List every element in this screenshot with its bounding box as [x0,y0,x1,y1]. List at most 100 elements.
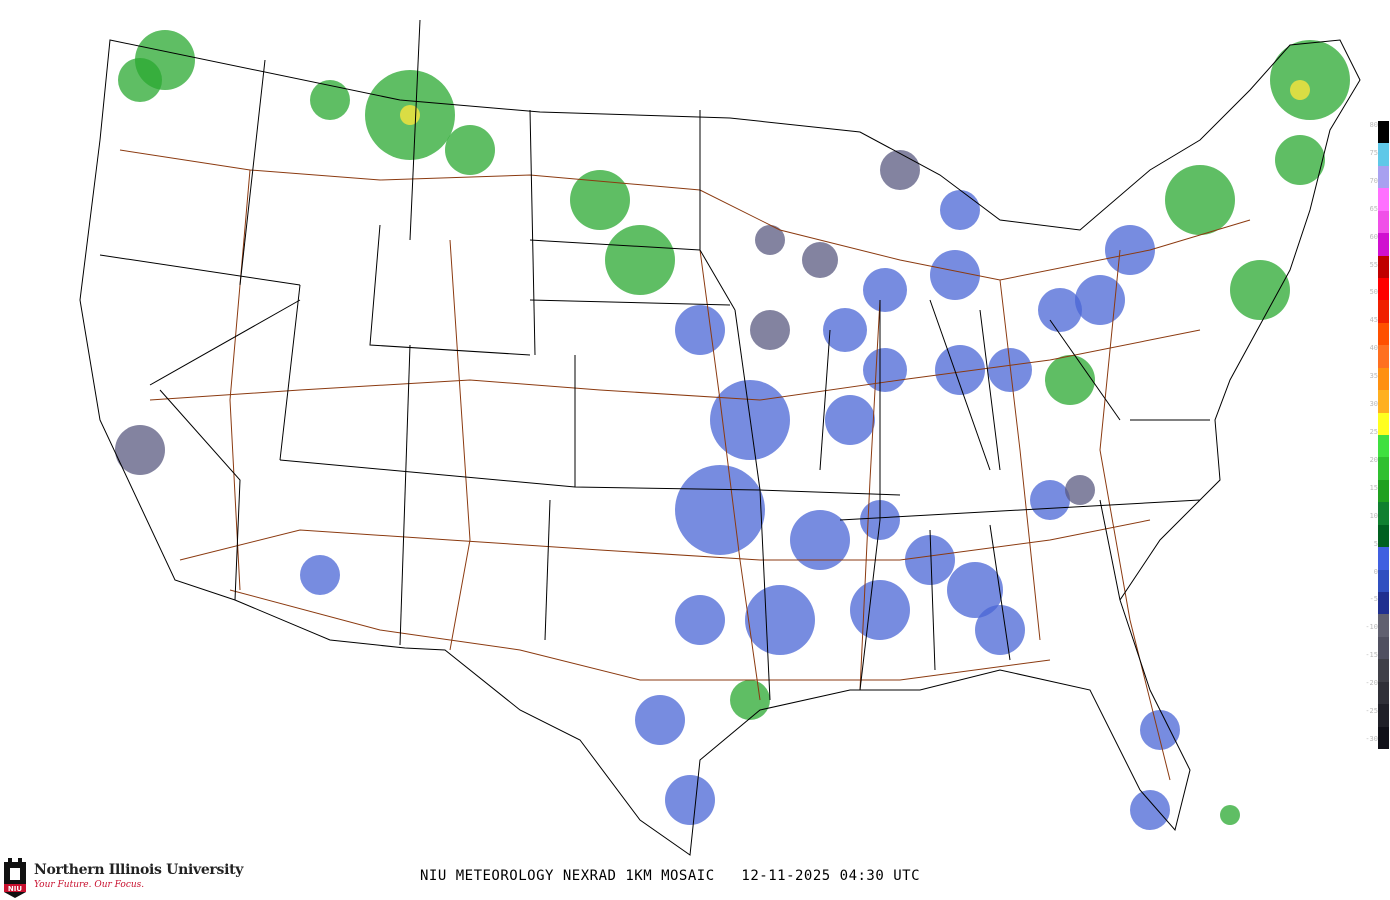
radar-echo [863,268,907,312]
scale-color-step [1378,188,1389,212]
radar-echo [1030,480,1070,520]
scale-label: -10 [1365,623,1378,632]
highway [1099,249,1171,781]
scale-color-step [1378,121,1389,144]
radar-echo [300,555,340,595]
scale-label: 5 [1373,539,1378,548]
radar-echoes [115,30,1350,830]
scale-label: 65 [1369,204,1378,213]
scale-label: 70 [1369,176,1378,185]
radar-echo [1065,475,1095,505]
highway [149,329,1201,401]
scale-label: -5 [1369,595,1378,604]
scale-label: -15 [1365,651,1378,660]
scale-color-step [1378,278,1389,301]
scale-label: 40 [1369,344,1378,353]
niu-logo: NIU Northern Illinois University Your Fu… [2,856,244,898]
radar-echo [1038,288,1082,332]
scale-label: 35 [1369,372,1378,381]
radar-echo [1105,225,1155,275]
radar-echo [750,310,790,350]
radar-echo [802,242,838,278]
scale-color-step [1378,524,1389,548]
state-line [759,489,901,496]
state-line [1099,499,1121,601]
radar-echo [1140,710,1180,750]
state-line [99,254,301,286]
state-line [819,329,831,471]
state-line [529,239,701,251]
scale-color-step [1378,300,1389,324]
scale-label: -25 [1365,707,1378,716]
highway [179,519,1151,561]
radar-echo [445,125,495,175]
scale-label: 75 [1369,148,1378,157]
scale-label: -30 [1365,735,1378,743]
dbz-color-scale: 80 75 70 65 60 55 50 45 40 35 30 25 20 15 10 5 0 -5 -10 -15… [1364,121,1390,750]
scale-color-step [1378,233,1389,257]
radar-echo [823,308,867,352]
scale-color-step [1378,614,1389,638]
university-name: Northern Illinois University [34,862,244,878]
radar-echo [947,562,1003,618]
state-line [529,299,731,306]
state-line [149,299,301,386]
scale-color-step [1378,592,1389,615]
scale-color-step [1378,726,1389,750]
scale-label: 80 [1369,121,1378,129]
state-line [839,499,1201,521]
state-line [929,299,991,471]
scale-label: 10 [1369,511,1378,520]
scale-label: 45 [1369,316,1378,325]
highway [999,279,1041,641]
radar-echo [1270,40,1350,120]
state-line [574,355,761,491]
radar-echo [930,250,980,300]
radar-echo [975,605,1025,655]
state-line [279,284,301,461]
scale-color-step [1378,547,1389,571]
scale-color-step [1378,345,1389,369]
scale-color-step [1378,479,1389,503]
scale-color-step [1378,704,1389,728]
state-line [399,344,411,646]
state-line [979,309,1001,471]
scale-label: 15 [1369,483,1378,492]
scale-color-step [1378,210,1389,234]
state-line [929,529,936,671]
scale-color-step [1378,143,1389,167]
highway [449,239,471,651]
radar-echo [1165,165,1235,235]
state-line [989,524,1011,661]
map-title: NIU METEOROLOGY NEXRAD 1KM MOSAIC 12-11-… [420,868,921,884]
state-line [279,459,576,488]
scale-label: 60 [1369,232,1378,241]
radar-echo [1290,80,1310,100]
scale-color-step [1378,322,1389,346]
scale-color-step [1378,367,1389,391]
radar-echo [1130,790,1170,830]
scale-label: 50 [1369,288,1378,297]
radar-echo [988,348,1032,392]
scale-color-step [1378,659,1389,683]
state-line [544,499,551,641]
radar-echo [1075,275,1125,325]
us-border [79,39,1361,856]
radar-echo [935,345,985,395]
scale-color-step [1378,435,1389,458]
radar-echo [940,190,980,230]
radar-echo [635,695,685,745]
radar-echo [880,150,920,190]
scale-color-step [1378,502,1389,526]
radar-echo [675,595,725,645]
state-line [409,19,421,241]
radar-echo [1220,805,1240,825]
radar-echo [675,465,765,555]
state-line [859,519,881,691]
scale-color-step [1378,457,1389,481]
radar-echo [118,58,162,102]
state-line [759,489,771,701]
radar-echo [790,510,850,570]
radar-echo [825,395,875,445]
highway [229,169,251,591]
